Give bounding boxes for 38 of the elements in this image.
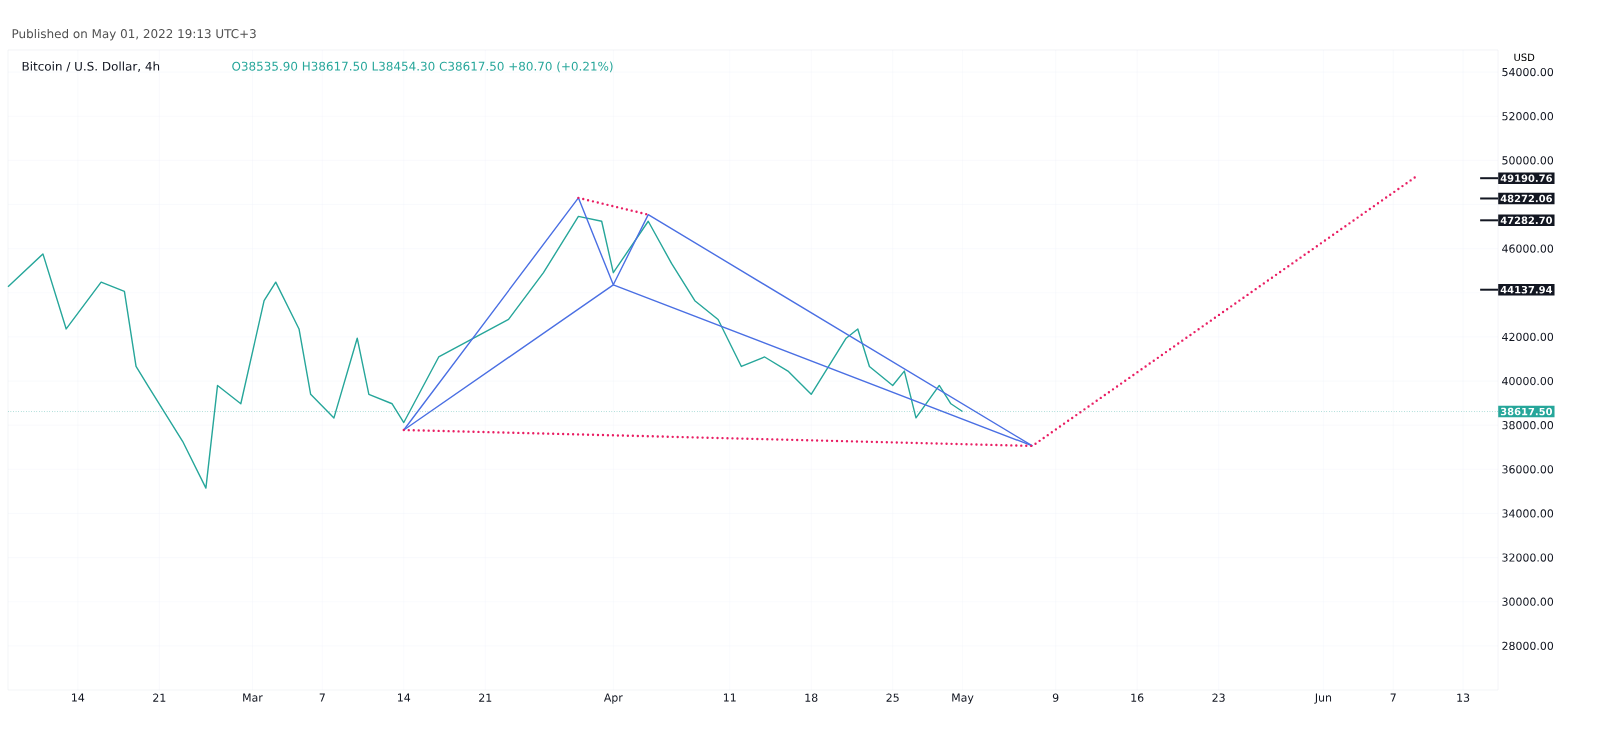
x-tick-label: 14 [398,693,411,702]
ref-line-label: 48272.06 [1500,194,1553,203]
y-tick-label: 46000.00 [1502,244,1554,253]
x-tick-label: 21 [153,693,166,702]
y-tick-label: 42000.00 [1502,332,1554,342]
x-tick-label: 14 [72,693,85,702]
x-tick-label: Mar [243,693,263,702]
x-tick-label: 25 [886,693,899,702]
ref-line-label: 47282.70 [1500,216,1553,225]
x-tick-label: 13 [1457,693,1470,702]
ref-line-label: 38617.50 [1500,407,1553,416]
x-tick-label: Jun [1314,693,1332,704]
y-tick-label: 36000.00 [1502,465,1554,474]
x-tick-label: 18 [805,693,818,702]
y-tick-label: 30000.00 [1502,597,1554,606]
y-tick-label: 54000.00 [1502,67,1554,77]
x-tick-label: 7 [319,693,325,702]
y-tick-label: 32000.00 [1502,553,1554,562]
x-tick-label: 23 [1212,693,1225,702]
x-tick-label: Apr [603,693,623,704]
x-tick-label: 11 [723,693,736,702]
annotation: O38535.90 H38617.50 L38454.30 C38617.50 +80.70 (+0.21%) [232,61,613,73]
y-tick-label: 34000.00 [1502,509,1554,518]
y-tick-label: 38000.00 [1502,421,1554,430]
x-tick-label: 7 [1390,693,1396,702]
y-axis-title: USD [1514,53,1535,62]
y-tick-label: 40000.00 [1502,376,1554,386]
x-tick-label: 16 [1131,693,1144,702]
ref-line-label: 44137.94 [1500,285,1553,294]
y-tick-label: 52000.00 [1502,112,1554,121]
text: Bitcoin / U.S. Dollar, 4h [22,61,160,72]
y-tick-label: 50000.00 [1502,156,1554,165]
x-tick-label: 9 [1052,693,1059,702]
ref-line-label: 49190.76 [1500,174,1553,182]
x-tick-label: 21 [479,693,492,702]
text: Published on May 01, 2022 19:13 UTC+3 [12,28,256,41]
y-tick-label: 28000.00 [1502,641,1554,651]
x-tick-label: May [952,693,974,704]
